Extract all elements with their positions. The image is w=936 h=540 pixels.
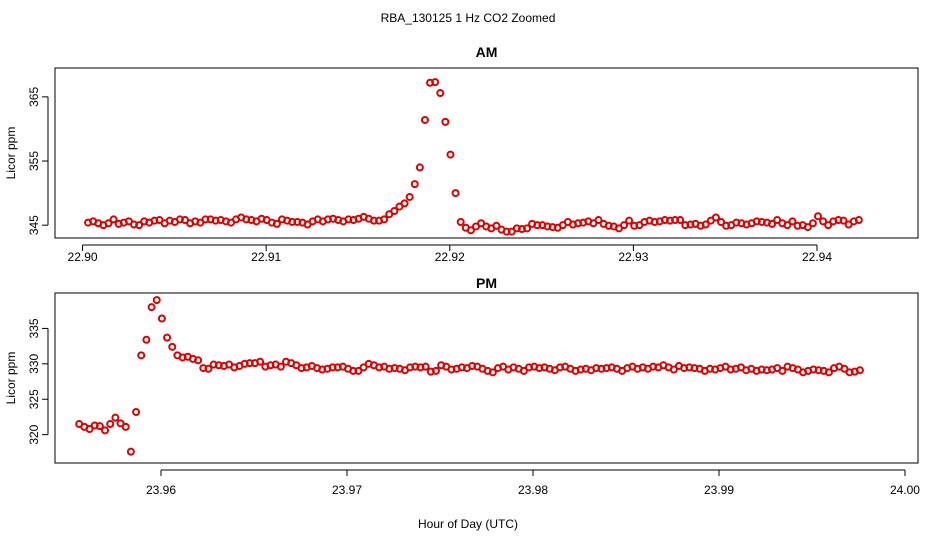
pm-data-point [488,368,497,377]
pm-x-tick-label: 23.97 [332,483,362,497]
am-x-tick-label: 22.93 [618,250,648,264]
pm-x-tick-label: 23.99 [704,483,734,497]
am-y-tick-label: 355 [27,151,41,171]
pm-data-point [95,422,104,431]
am-x-tick-label: 22.91 [251,250,281,264]
x-axis-label: Hour of Day (UTC) [418,517,518,531]
pm-data-point [194,356,203,365]
am-y-tick-label: 345 [27,215,41,235]
pm-x-tick-label: 23.98 [518,483,548,497]
am-data-point [380,215,389,224]
am-data-point [854,216,863,225]
am-data-point [625,216,634,225]
am-y-tick-label: 365 [27,87,41,107]
am-data-point [788,217,797,226]
am-data-point [824,221,833,230]
pm-data-point [168,342,177,351]
am-data-point [814,212,822,221]
am-data-point [109,215,118,224]
pm-x-tick-label: 23.96 [146,483,176,497]
am-data-point [431,78,440,87]
am-data-point [405,192,414,201]
pm-y-tick-label: 330 [27,354,41,374]
am-plot-frame [54,67,919,239]
main-title: RBA_130125 1 Hz CO2 Zoomed [381,11,556,25]
am-data-point [390,207,399,216]
pm-data-point [85,425,94,433]
am-x-tick-label: 22.94 [802,250,832,264]
pm-data-point [147,303,156,312]
am-x-tick-label: 22.92 [435,250,465,264]
pm-panel-title: PM [476,275,497,291]
am-data-point [711,213,720,222]
am-data-point [701,220,710,229]
pm-data-point [163,333,172,342]
pm-y-tick-label: 335 [27,318,41,338]
pm-data-point [256,357,265,366]
pm-y-axis-label: Licor ppm [4,352,18,405]
am-data-point [466,226,475,235]
am-data-point [451,189,460,198]
am-data-point [272,219,281,228]
pm-data-point [669,365,678,374]
am-data-point [819,217,828,226]
pm-data-point [840,364,849,373]
am-data-point [441,117,450,126]
pm-data-point [111,413,120,422]
pm-data-point [778,366,787,375]
am-data-point [523,224,532,233]
pm-data-point [421,362,430,371]
am-data-point [415,163,424,172]
am-data-point [839,216,848,225]
pm-data-point [855,366,864,375]
pm-data-point [126,447,135,456]
am-data-point [783,221,792,230]
am-data-point [400,199,409,208]
am-data-point [768,219,777,228]
am-data-point [808,219,817,228]
am-data-point [135,221,144,230]
pm-data-point [132,408,141,416]
am-x-tick-label: 22.90 [68,250,98,264]
pm-data-point [354,366,363,375]
am-data-point [594,216,603,225]
am-data-point [492,221,501,230]
pm-data-point [116,419,125,428]
am-data-point [410,180,419,189]
pm-plot-frame [54,292,919,464]
am-data-point [717,217,726,226]
pm-data-point [101,426,110,435]
pm-data-point [157,314,166,323]
pm-data-point [106,420,115,429]
pm-y-tick-label: 320 [27,424,41,444]
am-data-point [420,115,429,124]
am-data-point [676,216,685,225]
pm-x-tick-label: 24.00 [890,483,920,497]
pm-data-point [152,296,161,305]
pm-data-point [121,422,130,431]
am-y-axis-label: Licor ppm [4,127,18,180]
pm-data-point [431,366,440,375]
pm-data-point [824,368,833,377]
am-data-point [446,150,455,159]
pm-data-point [276,362,285,371]
pm-data-point [142,335,151,344]
am-data-point [104,219,113,228]
am-data-point [436,89,445,98]
pm-y-tick-label: 325 [27,389,41,409]
pm-data-point [519,366,528,375]
pm-data-point [137,351,146,360]
pm-data-point [359,363,368,372]
am-data-point [620,221,629,230]
am-data-point [456,217,465,226]
pm-data-point [204,364,213,373]
am-panel-title: AM [476,44,498,60]
am-data-point [803,223,812,232]
